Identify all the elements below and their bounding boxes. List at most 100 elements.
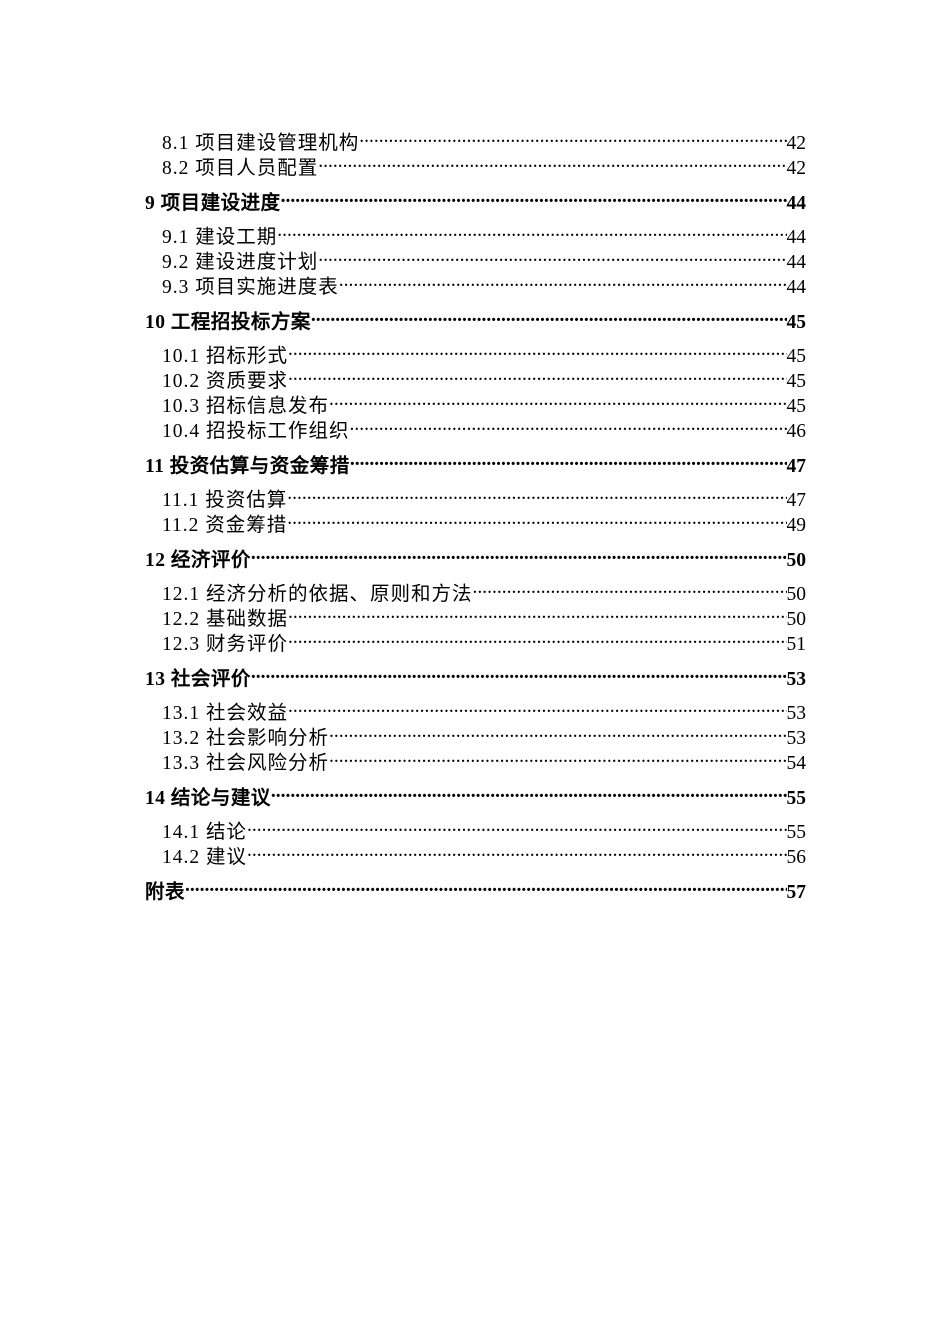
toc-entry-title: 14.1 结论	[162, 822, 248, 843]
toc-entry-title: 10 工程招投标方案	[145, 312, 311, 333]
toc-section-entry[interactable]: 14.2 建议 56	[145, 838, 806, 868]
toc-entry-title: 9 项目建设进度	[145, 193, 281, 214]
toc-entry-title: 9.3 项目实施进度表	[162, 277, 339, 298]
toc-entry-title: 9.2 建设进度计划	[162, 252, 319, 273]
toc-section-entry[interactable]: 12.3 财务评价 51	[145, 625, 806, 655]
dot-leader	[185, 873, 786, 898]
dot-leader	[247, 813, 786, 838]
toc-entry-title: 9.1 建设工期	[162, 227, 278, 248]
dot-leader	[288, 625, 786, 650]
toc-entry-page-number: 53	[786, 669, 807, 690]
toc-section-entry[interactable]: 12.1 经济分析的依据、原则和方法50	[145, 575, 806, 605]
dot-leader	[288, 600, 786, 625]
toc-entry-page-number: 45	[786, 346, 807, 367]
toc-entry-page-number: 44	[786, 193, 807, 214]
toc-entry-page-number: 50	[786, 609, 807, 630]
toc-section-entry[interactable]: 13.2 社会影响分析 53	[145, 719, 806, 749]
toc-entry-title: 14 结论与建议	[145, 788, 271, 809]
toc-entry-title: 11.1 投资估算	[162, 490, 288, 511]
toc-entry-page-number: 44	[786, 227, 807, 248]
toc-section-entry[interactable]: 9.2 建设进度计划 44	[145, 243, 806, 273]
toc-entry-page-number: 50	[786, 584, 807, 605]
toc-entry-title: 8.2 项目人员配置	[162, 158, 319, 179]
dot-leader	[329, 744, 786, 769]
toc-entry-title: 10.2 资质要求	[162, 371, 289, 392]
toc-entry-page-number: 50	[786, 550, 807, 571]
dot-leader	[247, 838, 786, 863]
toc-entry-title: 13.2 社会影响分析	[162, 728, 330, 749]
toc-entry-title: 12.2 基础数据	[162, 609, 289, 630]
toc-section-entry[interactable]: 10.4 招投标工作组织 46	[145, 412, 806, 442]
dot-leader	[311, 303, 787, 328]
toc-section-entry[interactable]: 11.2 资金筹措 49	[145, 506, 806, 536]
toc-entry-title: 12.3 财务评价	[162, 634, 289, 655]
dot-leader	[288, 694, 786, 719]
toc-entry-page-number: 53	[786, 728, 807, 749]
toc-section-entry[interactable]: 10.2 资质要求 45	[145, 362, 806, 392]
dot-leader	[350, 412, 787, 437]
table-of-contents: 8.1 项目建设管理机构428.2 项目人员配置429 项目建设进度449.1 …	[145, 124, 806, 907]
toc-chapter-entry[interactable]: 9 项目建设进度 44	[145, 184, 806, 214]
toc-section-entry[interactable]: 9.1 建设工期 44	[145, 218, 806, 248]
dot-leader	[287, 506, 786, 531]
dot-leader	[251, 541, 787, 566]
toc-entry-page-number: 46	[786, 421, 807, 442]
dot-leader	[473, 575, 787, 600]
dot-leader	[288, 362, 786, 387]
dot-leader	[251, 660, 787, 685]
toc-chapter-entry[interactable]: 13 社会评价 53	[145, 660, 806, 690]
toc-section-entry[interactable]: 10.3 招标信息发布 45	[145, 387, 806, 417]
toc-entry-title: 12 经济评价	[145, 550, 251, 571]
toc-chapter-entry[interactable]: 11 投资估算与资金筹措 47	[145, 447, 806, 477]
dot-leader	[271, 779, 787, 804]
toc-entry-page-number: 54	[786, 753, 807, 774]
toc-entry-title: 10.4 招投标工作组织	[162, 421, 350, 442]
toc-entry-title: 10.3 招标信息发布	[162, 396, 330, 417]
toc-entry-page-number: 45	[786, 371, 807, 392]
toc-section-entry[interactable]: 11.1 投资估算 47	[145, 481, 806, 511]
toc-entry-title: 10.1 招标形式	[162, 346, 289, 367]
toc-entry-page-number: 47	[786, 456, 807, 477]
toc-chapter-entry[interactable]: 附表 57	[145, 873, 806, 903]
toc-entry-title: 14.2 建议	[162, 847, 248, 868]
dot-leader	[350, 447, 787, 472]
dot-leader	[277, 218, 786, 243]
toc-chapter-entry[interactable]: 12 经济评价 50	[145, 541, 806, 571]
toc-entry-title: 11 投资估算与资金筹措	[145, 456, 350, 477]
toc-chapter-entry[interactable]: 10 工程招投标方案 45	[145, 303, 806, 333]
toc-entry-page-number: 55	[786, 788, 807, 809]
toc-entry-page-number: 42	[786, 158, 807, 179]
toc-section-entry[interactable]: 8.1 项目建设管理机构 42	[145, 124, 806, 154]
toc-section-entry[interactable]: 13.3 社会风险分析 54	[145, 744, 806, 774]
toc-section-entry[interactable]: 8.2 项目人员配置 42	[145, 149, 806, 179]
toc-entry-title: 附表	[145, 882, 186, 903]
toc-section-entry[interactable]: 9.3 项目实施进度表 44	[145, 268, 806, 298]
toc-entry-page-number: 47	[786, 490, 807, 511]
toc-section-entry[interactable]: 14.1 结论 55	[145, 813, 806, 843]
dot-leader	[287, 481, 786, 506]
toc-chapter-entry[interactable]: 14 结论与建议 55	[145, 779, 806, 809]
toc-entry-page-number: 55	[786, 822, 807, 843]
toc-entry-title: 13.3 社会风险分析	[162, 753, 330, 774]
toc-entry-page-number: 53	[786, 703, 807, 724]
toc-entry-page-number: 45	[786, 396, 807, 417]
dot-leader	[329, 719, 786, 744]
toc-entry-page-number: 49	[786, 515, 807, 536]
toc-entry-page-number: 57	[786, 882, 807, 903]
toc-section-entry[interactable]: 12.2 基础数据 50	[145, 600, 806, 630]
toc-entry-title: 11.2 资金筹措	[162, 515, 288, 536]
dot-leader	[318, 243, 786, 268]
toc-section-entry[interactable]: 13.1 社会效益 53	[145, 694, 806, 724]
toc-entry-page-number: 44	[786, 252, 807, 273]
dot-leader	[288, 337, 786, 362]
toc-entry-page-number: 56	[786, 847, 807, 868]
dot-leader	[281, 184, 787, 209]
toc-entry-page-number: 44	[786, 277, 807, 298]
toc-entry-page-number: 42	[786, 133, 807, 154]
toc-entry-page-number: 45	[786, 312, 807, 333]
dot-leader	[339, 268, 787, 293]
toc-entry-title: 13.1 社会效益	[162, 703, 289, 724]
toc-entry-title: 8.1 项目建设管理机构	[162, 133, 360, 154]
dot-leader	[318, 149, 786, 174]
toc-section-entry[interactable]: 10.1 招标形式 45	[145, 337, 806, 367]
